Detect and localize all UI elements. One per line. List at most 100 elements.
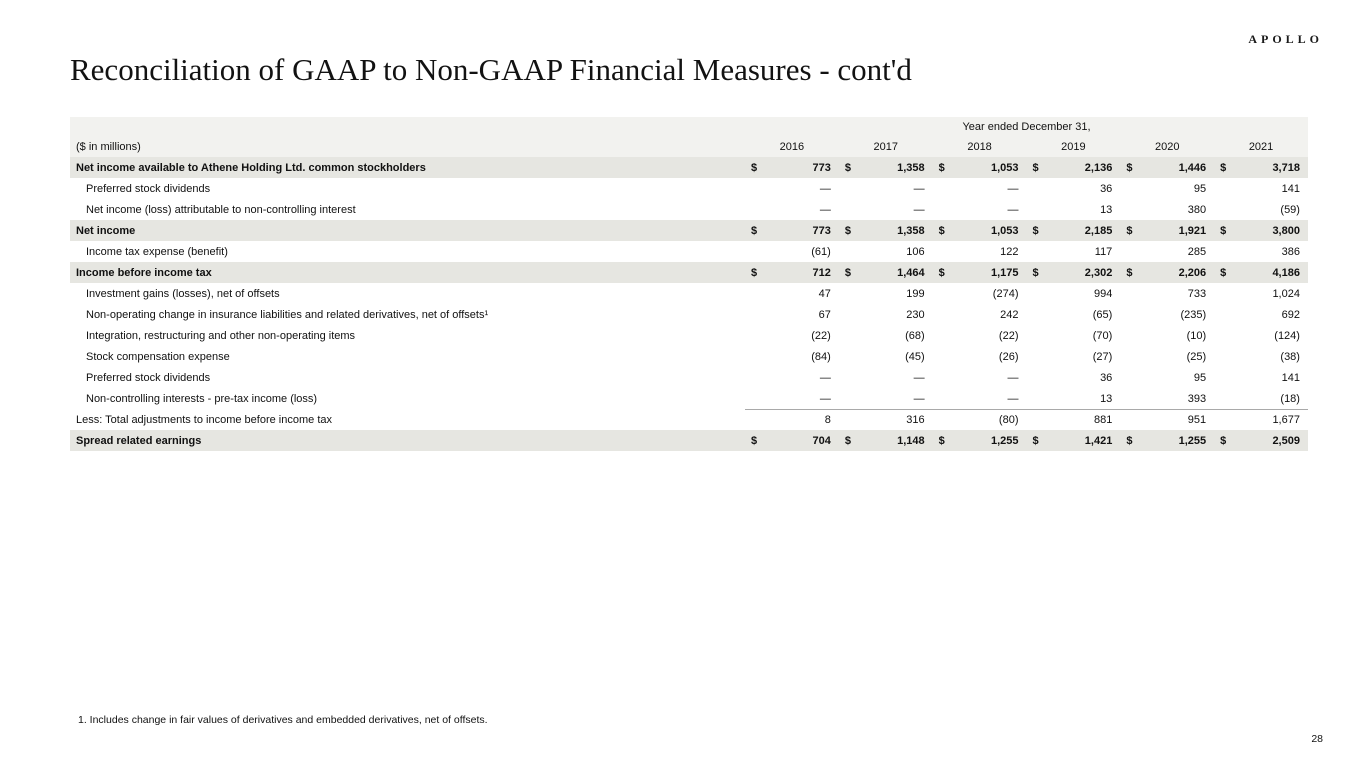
cell-value: — <box>913 203 925 216</box>
value-cell: $1,921 <box>1120 220 1214 241</box>
year-header: 2019 <box>1061 141 1086 153</box>
cell-value: (59) <box>1280 203 1300 216</box>
cell-value: 733 <box>1187 287 1207 300</box>
cell-value: 47 <box>818 287 831 300</box>
value-cell: $1,053 <box>933 220 1027 241</box>
value-cell: (84) <box>745 346 839 367</box>
dollar-sign: $ <box>938 434 945 447</box>
cell-value: 36 <box>1100 182 1113 195</box>
value-cell: (274) <box>933 283 1027 304</box>
value-cell: 117 <box>1026 241 1120 262</box>
year-ended-header: Year ended December 31, <box>962 121 1091 133</box>
value-cell: $1,358 <box>839 220 933 241</box>
value-cell: — <box>933 199 1027 220</box>
cell-value: 393 <box>1187 392 1207 405</box>
value-cell: 380 <box>1120 199 1214 220</box>
value-cell: $1,464 <box>839 262 933 283</box>
cell-value: (61) <box>811 245 831 258</box>
cell-value: 4,186 <box>1272 266 1300 279</box>
row-label: Net income (loss) attributable to non-co… <box>86 203 356 216</box>
value-cell: (70) <box>1026 325 1120 346</box>
row-label: Stock compensation expense <box>86 350 230 363</box>
page-title: Reconciliation of GAAP to Non-GAAP Finan… <box>70 52 912 87</box>
value-cell: 141 <box>1214 367 1308 388</box>
year-cells: 2016 2017 2018 2019 2020 2021 <box>745 141 1308 153</box>
value-cell: $3,718 <box>1214 157 1308 178</box>
cell-value: — <box>1007 371 1019 384</box>
value-cell: $3,800 <box>1214 220 1308 241</box>
cell-value: 1,358 <box>897 161 925 174</box>
value-cell: 230 <box>839 304 933 325</box>
value-cell: 386 <box>1214 241 1308 262</box>
cell-value: 199 <box>906 287 925 300</box>
row-label: Investment gains (losses), net of offset… <box>86 287 280 300</box>
value-cell: $2,136 <box>1026 157 1120 178</box>
value-cell: 733 <box>1120 283 1214 304</box>
cell-value: 386 <box>1281 245 1300 258</box>
value-cell: 122 <box>933 241 1027 262</box>
cell-value: 141 <box>1281 182 1300 195</box>
cell-value: (80) <box>998 414 1019 426</box>
table-row: Spread related earnings $704 $1,148 $1,255 $… <box>70 430 1308 451</box>
value-cell: 199 <box>839 283 933 304</box>
table-row: Stock compensation expense (84) (45) (26) (2… <box>70 346 1308 367</box>
cell-value: 141 <box>1281 371 1300 384</box>
cell-value: 95 <box>1193 182 1207 195</box>
cell-value: 36 <box>1100 371 1113 384</box>
value-cell: — <box>839 367 933 388</box>
footnote: 1. Includes change in fair values of der… <box>78 714 488 726</box>
value-cell: 8 <box>745 409 839 430</box>
cell-value: (68) <box>905 329 925 342</box>
cell-value: — <box>913 371 925 384</box>
cell-value: 2,302 <box>1084 266 1113 279</box>
value-cell: 13 <box>1026 388 1120 409</box>
dollar-sign: $ <box>1032 434 1039 447</box>
dollar-sign: $ <box>1220 161 1227 174</box>
cell-value: (26) <box>998 350 1019 363</box>
value-cell: (80) <box>932 409 1027 430</box>
cell-value: 1,464 <box>897 266 925 279</box>
cell-value: (22) <box>998 329 1019 342</box>
cell-value: 117 <box>1094 245 1113 258</box>
row-label: Non-operating change in insurance liabil… <box>86 308 489 321</box>
cell-value: — <box>1007 182 1019 195</box>
value-cell: 1,024 <box>1214 283 1308 304</box>
value-cell: $2,185 <box>1026 220 1120 241</box>
value-cell: (45) <box>839 346 933 367</box>
dollar-sign: $ <box>938 161 945 174</box>
value-cell: — <box>745 199 839 220</box>
table-header-years-row: ($ in millions) 2016 2017 2018 2019 2020 2021 <box>70 137 1308 157</box>
value-cell: $1,421 <box>1026 430 1120 451</box>
table-row: Net income available to Athene Holding L… <box>70 157 1308 178</box>
row-label: Income tax expense (benefit) <box>86 245 228 258</box>
value-cell: $1,358 <box>839 157 933 178</box>
cell-value: — <box>1007 392 1019 405</box>
value-cell: $1,148 <box>839 430 933 451</box>
dollar-sign: $ <box>1220 266 1227 279</box>
value-cell: 881 <box>1026 409 1121 430</box>
cell-value: 1,677 <box>1272 414 1300 426</box>
cell-value: 1,053 <box>990 224 1019 237</box>
table-row: Integration, restructuring and other non… <box>70 325 1308 346</box>
value-cell: $4,186 <box>1214 262 1308 283</box>
row-label: Non-controlling interests - pre-tax inco… <box>86 392 318 405</box>
cell-value: 242 <box>1000 308 1019 321</box>
table-row: Investment gains (losses), net of offset… <box>70 283 1308 304</box>
row-label: Preferred stock dividends <box>86 371 211 384</box>
cell-value: 712 <box>812 266 831 279</box>
dollar-sign: $ <box>751 224 758 237</box>
cell-value: (70) <box>1092 329 1113 342</box>
dollar-sign: $ <box>938 224 945 237</box>
cell-value: — <box>819 203 831 216</box>
cell-value: 67 <box>818 308 831 321</box>
dollar-sign: $ <box>844 224 851 237</box>
value-cell: (59) <box>1214 199 1308 220</box>
cell-value: 1,175 <box>990 266 1019 279</box>
value-cell: — <box>745 178 839 199</box>
cell-value: (38) <box>1280 350 1300 363</box>
dollar-sign: $ <box>844 434 851 447</box>
value-cell: 47 <box>745 283 839 304</box>
value-cell: $2,509 <box>1214 430 1308 451</box>
cell-value: 1,358 <box>897 224 925 237</box>
